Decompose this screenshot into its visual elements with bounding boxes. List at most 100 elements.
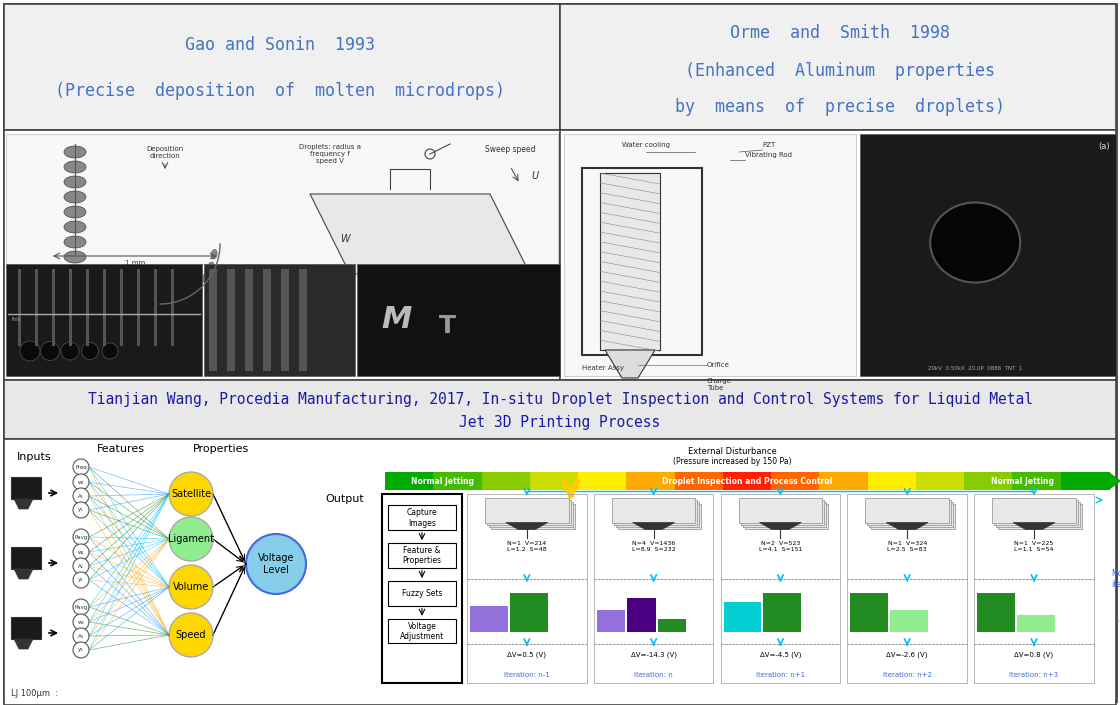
Polygon shape <box>605 350 655 378</box>
Text: ΔV=0.8 (V): ΔV=0.8 (V) <box>1015 652 1054 658</box>
Bar <box>560 4 1116 130</box>
Bar <box>724 602 762 632</box>
Text: Droplet Inspection and Process Control: Droplet Inspection and Process Control <box>662 477 832 486</box>
Text: Fuzzy Sets: Fuzzy Sets <box>402 589 442 598</box>
Ellipse shape <box>931 202 1020 283</box>
Text: 1 mm: 1 mm <box>124 260 146 266</box>
Bar <box>600 173 660 350</box>
Ellipse shape <box>181 292 190 300</box>
Text: Iteration: n+2: Iteration: n+2 <box>883 672 932 678</box>
Bar <box>995 500 1077 525</box>
Text: Freq: Freq <box>75 465 87 470</box>
Circle shape <box>169 472 213 516</box>
Text: Iteration: n+1: Iteration: n+1 <box>756 672 805 678</box>
Bar <box>616 502 700 527</box>
Ellipse shape <box>64 191 86 203</box>
Bar <box>720 494 840 683</box>
Text: Speed: Speed <box>176 630 206 640</box>
Bar <box>69 269 72 346</box>
Bar <box>868 472 917 490</box>
Text: Pavg: Pavg <box>74 604 87 610</box>
Polygon shape <box>886 522 928 529</box>
Ellipse shape <box>211 250 217 259</box>
Ellipse shape <box>64 176 86 188</box>
Bar <box>11 477 41 499</box>
Text: N=1  V=324
L=2.5  S=83: N=1 V=324 L=2.5 S=83 <box>887 541 927 552</box>
Text: N=1  V=214
L=1.2  S=48: N=1 V=214 L=1.2 S=48 <box>507 541 547 552</box>
Circle shape <box>73 488 88 504</box>
Bar <box>614 500 698 525</box>
Bar <box>489 502 572 527</box>
Bar <box>916 472 965 490</box>
Text: Features: Features <box>97 444 144 454</box>
Text: Deposition
direction: Deposition direction <box>147 146 184 159</box>
Text: Output: Output <box>326 494 364 504</box>
Bar <box>510 593 548 632</box>
Text: Heater Assy: Heater Assy <box>582 365 624 371</box>
Bar <box>103 269 106 346</box>
Bar <box>52 269 55 346</box>
Bar <box>204 264 355 376</box>
Text: A₁: A₁ <box>78 493 84 498</box>
Bar <box>482 472 531 490</box>
Polygon shape <box>759 522 801 529</box>
Polygon shape <box>1109 472 1120 490</box>
Text: A₃: A₃ <box>78 634 84 639</box>
Text: Iteration: n: Iteration: n <box>634 672 673 678</box>
Circle shape <box>73 599 88 615</box>
Bar <box>388 619 456 643</box>
Text: Droplets: radius a
frequency f
speed V: Droplets: radius a frequency f speed V <box>299 144 361 164</box>
Text: Normal Jetting: Normal Jetting <box>990 477 1054 486</box>
Bar <box>299 269 307 371</box>
Bar <box>848 494 967 683</box>
Bar <box>491 504 575 529</box>
Ellipse shape <box>192 284 200 292</box>
Polygon shape <box>1014 522 1055 529</box>
Bar <box>487 500 571 525</box>
Bar <box>86 269 88 346</box>
Bar <box>11 547 41 569</box>
Circle shape <box>73 459 88 475</box>
Text: Properties: Properties <box>193 444 249 454</box>
Bar <box>6 264 202 376</box>
Text: (Precise  deposition  of  molten  microdrops): (Precise deposition of molten microdrops… <box>55 82 505 100</box>
Bar <box>281 269 289 371</box>
Circle shape <box>169 613 213 657</box>
Bar <box>1012 472 1062 490</box>
Ellipse shape <box>64 161 86 173</box>
Text: N=2  V=523
L=4.1  S=151: N=2 V=523 L=4.1 S=151 <box>758 541 802 552</box>
Polygon shape <box>13 499 32 509</box>
Bar <box>245 269 253 371</box>
Text: w₃: w₃ <box>77 620 84 625</box>
Circle shape <box>60 342 80 360</box>
Text: Satellite: Satellite <box>171 489 211 499</box>
Ellipse shape <box>64 236 86 248</box>
Bar <box>388 505 456 530</box>
Bar <box>530 472 579 490</box>
Text: y₁: y₁ <box>78 508 84 513</box>
Text: 20kV  0.50kX  20.0P  0886  TNT  1: 20kV 0.50kX 20.0P 0886 TNT 1 <box>928 365 1023 371</box>
Ellipse shape <box>64 146 86 158</box>
Bar <box>382 494 461 683</box>
Text: PZT: PZT <box>763 142 776 148</box>
Bar <box>674 472 724 490</box>
Text: Charge
Tube: Charge Tube <box>707 378 731 391</box>
Text: Jet 3D Printing Process: Jet 3D Printing Process <box>459 415 661 430</box>
Text: External Disturbance: External Disturbance <box>688 447 776 456</box>
Text: ΔV=-4.5 (V): ΔV=-4.5 (V) <box>759 652 801 658</box>
Bar <box>11 617 41 639</box>
Bar <box>582 168 702 355</box>
Bar <box>485 498 569 522</box>
Text: U: U <box>531 171 539 181</box>
Ellipse shape <box>64 221 86 233</box>
Bar <box>597 611 625 632</box>
Polygon shape <box>506 522 548 529</box>
Bar <box>745 504 829 529</box>
Bar <box>209 269 217 371</box>
Text: Iteration: n-1: Iteration: n-1 <box>504 672 550 678</box>
Text: Voltage
Adjustment: Voltage Adjustment <box>400 622 445 641</box>
Bar <box>263 269 271 371</box>
Polygon shape <box>310 194 530 274</box>
Text: M: M <box>382 305 412 334</box>
Circle shape <box>246 534 306 594</box>
